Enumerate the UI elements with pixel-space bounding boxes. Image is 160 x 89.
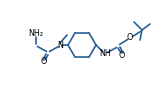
Text: O: O — [41, 57, 47, 66]
Text: NH: NH — [99, 49, 111, 58]
Text: N: N — [57, 40, 63, 49]
Text: O: O — [119, 50, 125, 60]
Text: NH₂: NH₂ — [28, 29, 44, 39]
Text: O: O — [127, 33, 133, 43]
